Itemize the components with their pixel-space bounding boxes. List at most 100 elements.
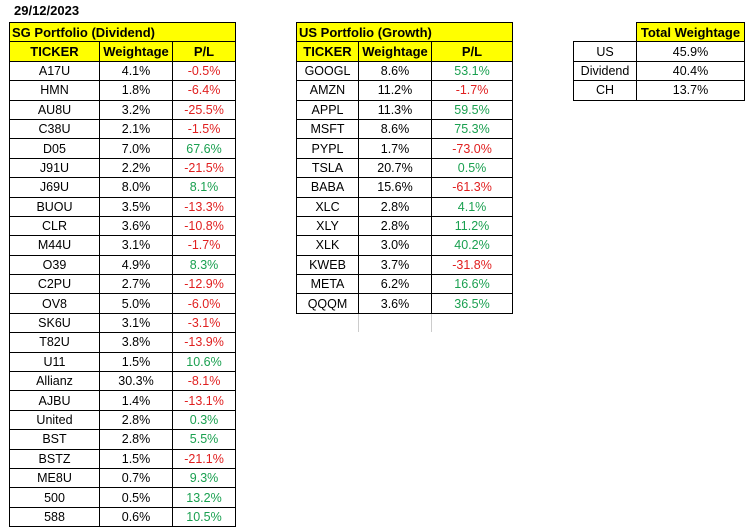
ticker-cell: META (296, 274, 359, 295)
category-cell: US (573, 41, 637, 62)
pl-cell: -10.8% (171, 215, 237, 237)
table-row: D05 7.0% 67.6% (9, 138, 237, 159)
pl-cell: 8.3% (171, 254, 237, 276)
weightage-cell: 3.8% (99, 332, 173, 353)
pl-cell: 16.6% (430, 274, 514, 295)
ticker-cell: United (9, 409, 100, 431)
weightage-cell: 4.1% (99, 60, 173, 82)
ticker-cell: BABA (296, 177, 359, 198)
pl-cell: 53.1% (430, 60, 514, 82)
pl-cell: 10.5% (171, 506, 237, 528)
pl-cell: -21.5% (171, 157, 237, 179)
table-row: J91U 2.2% -21.5% (9, 157, 237, 179)
ticker-cell: XLY (296, 215, 359, 237)
weightage-cell: 3.6% (358, 293, 432, 314)
pl-cell: -21.1% (171, 448, 237, 469)
table-row: AJBU 1.4% -13.1% (9, 390, 237, 411)
table-row: M44U 3.1% -1.7% (9, 235, 237, 256)
table-row: TSLA 20.7% 0.5% (296, 157, 514, 179)
weightage-cell: 3.7% (358, 254, 432, 276)
pl-cell: 11.2% (430, 215, 514, 237)
pl-cell: 10.6% (171, 351, 237, 373)
weightage-cell: 1.8% (99, 80, 173, 101)
table-row: C38U 2.1% -1.5% (9, 118, 237, 140)
table-row: XLK 3.0% 40.2% (296, 235, 514, 256)
pl-cell: -61.3% (430, 177, 514, 198)
weightage-cell: 1.5% (99, 351, 173, 373)
table-row: GOOGL 8.6% 53.1% (296, 60, 514, 82)
pl-cell: 0.5% (430, 157, 514, 179)
table-row: CLR 3.6% -10.8% (9, 215, 237, 237)
pl-cell: -1.7% (430, 80, 514, 101)
weightage-cell: 11.3% (358, 99, 432, 120)
table-row: U11 1.5% 10.6% (9, 351, 237, 373)
pl-cell: -6.0% (171, 293, 237, 314)
weightage-cell: 2.8% (358, 196, 432, 217)
ticker-cell: D05 (9, 138, 100, 159)
table-row: QQQM 3.6% 36.5% (296, 293, 514, 314)
weightage-cell: 7.0% (99, 138, 173, 159)
pl-cell: 36.5% (430, 293, 514, 314)
pl-cell: -12.9% (171, 274, 237, 295)
ticker-cell: KWEB (296, 254, 359, 276)
weightage-cell: 11.2% (358, 80, 432, 101)
pl-cell: -6.4% (171, 80, 237, 101)
table-row: HMN 1.8% -6.4% (9, 80, 237, 101)
ticker-cell: BSTZ (9, 448, 100, 469)
weightage-cell: 3.6% (99, 215, 173, 237)
weightage-cell: 5.0% (99, 293, 173, 314)
ticker-cell: 500 (9, 487, 100, 508)
ticker-cell: Allianz (9, 371, 100, 392)
ticker-cell: PYPL (296, 138, 359, 159)
ticker-cell: XLC (296, 196, 359, 217)
pl-cell: -31.8% (430, 254, 514, 276)
ticker-cell: O39 (9, 254, 100, 276)
weightage-cell: 2.8% (358, 215, 432, 237)
ticker-cell: BUOU (9, 196, 100, 217)
ticker-cell: C38U (9, 118, 100, 140)
weightage-cell: 4.9% (99, 254, 173, 276)
weightage-header: Weightage (99, 41, 173, 62)
ticker-cell: XLK (296, 235, 359, 256)
weightage-cell: 0.5% (99, 487, 173, 508)
pl-cell: -1.5% (171, 118, 237, 140)
weightage-cell: 2.8% (99, 409, 173, 431)
ticker-cell: AJBU (9, 390, 100, 411)
us-portfolio-table: US Portfolio (Growth) TICKER Weightage P/L… (295, 21, 514, 332)
table-row: KWEB 3.7% -31.8% (296, 254, 514, 276)
ticker-cell: BST (9, 429, 100, 450)
table-row: OV8 5.0% -6.0% (9, 293, 237, 314)
pl-cell: -13.9% (171, 332, 237, 353)
pl-cell: -13.1% (171, 390, 237, 411)
table-row: Allianz 30.3% -8.1% (9, 371, 237, 392)
weightage-cell: 30.3% (99, 371, 173, 392)
weightage-cell: 8.6% (358, 60, 432, 82)
table-row: XLY 2.8% 11.2% (296, 215, 514, 237)
ticker-cell: AMZN (296, 80, 359, 101)
ticker-cell: GOOGL (296, 60, 359, 82)
empty-cell (430, 313, 513, 332)
empty-cell (358, 313, 432, 332)
weightage-cell: 3.1% (99, 312, 173, 334)
ticker-cell: C2PU (9, 274, 100, 295)
ticker-cell: CLR (9, 215, 100, 237)
table-row: ME8U 0.7% 9.3% (9, 467, 237, 489)
table-row: BABA 15.6% -61.3% (296, 177, 514, 198)
ticker-cell: ME8U (9, 467, 100, 489)
weightage-cell: 1.4% (99, 390, 173, 411)
ticker-cell: J91U (9, 157, 100, 179)
weightage-cell: 3.2% (99, 99, 173, 120)
pl-cell: -3.1% (171, 312, 237, 334)
pl-cell: 8.1% (171, 177, 237, 198)
ticker-cell: T82U (9, 332, 100, 353)
ticker-header: TICKER (296, 41, 359, 62)
pl-cell: 75.3% (430, 118, 514, 140)
ticker-cell: 588 (9, 506, 100, 528)
pl-cell: 4.1% (430, 196, 514, 217)
ticker-cell: U11 (9, 351, 100, 373)
weightage-cell: 3.1% (99, 235, 173, 256)
table-row: BST 2.8% 5.5% (9, 429, 237, 450)
table-row: A17U 4.1% -0.5% (9, 60, 237, 82)
table-row: XLC 2.8% 4.1% (296, 196, 514, 217)
table-row: MSFT 8.6% 75.3% (296, 118, 514, 140)
